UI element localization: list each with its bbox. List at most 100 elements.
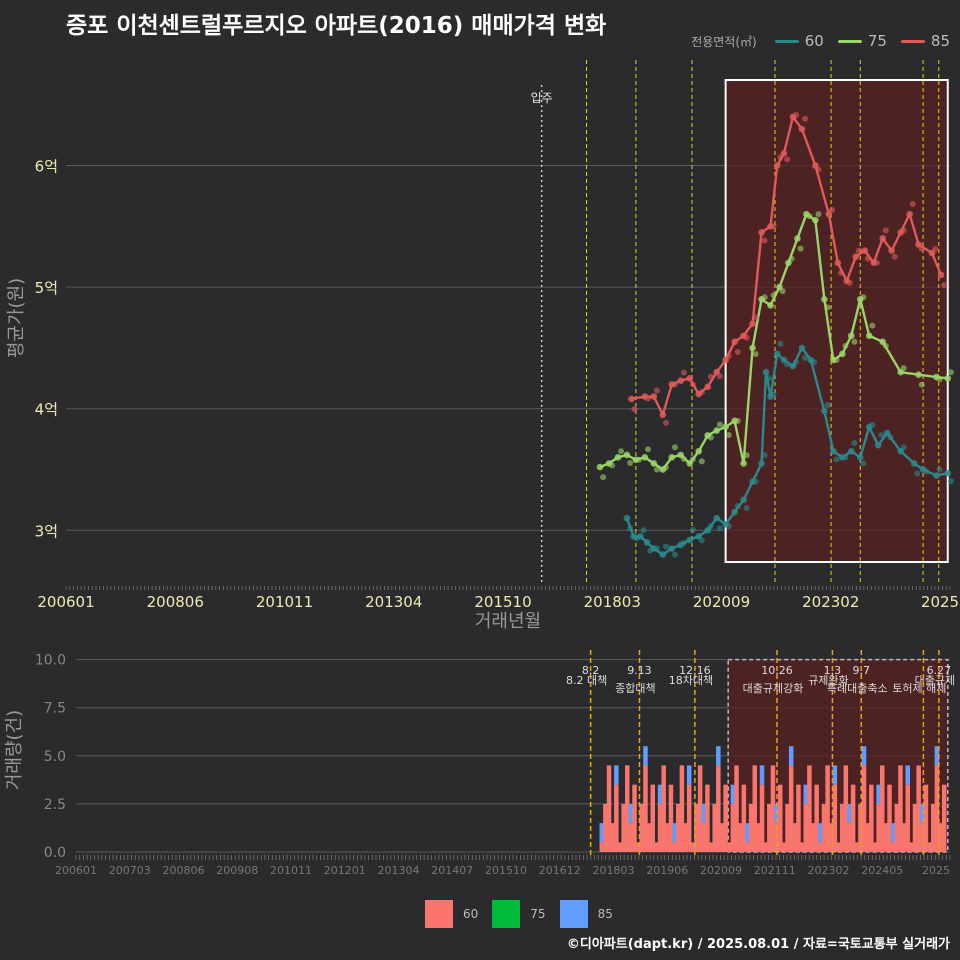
y-tick-label: 4억 xyxy=(35,401,58,419)
scatter-point-75 xyxy=(900,365,907,372)
scatter-point-75 xyxy=(653,466,660,473)
point-85 xyxy=(628,395,635,403)
point-75 xyxy=(749,344,756,352)
point-75 xyxy=(847,332,855,340)
volume-bar-60 xyxy=(727,842,732,852)
scatter-point-60 xyxy=(689,526,696,533)
scatter-point-85 xyxy=(662,419,669,426)
footer-credit: ©디아파트(dapt.kr) / 2025.08.01 / 자료=국토교통부 실… xyxy=(566,937,950,952)
scatter-point-75 xyxy=(680,455,687,462)
x-tick-label: 2025 xyxy=(921,593,959,611)
volume-bar-60 xyxy=(690,842,696,852)
scatter-point-85 xyxy=(837,269,844,276)
policy-date-label: 9.13 xyxy=(627,664,652,677)
scatter-point-75 xyxy=(600,474,607,481)
volume-bar-60 xyxy=(716,765,721,852)
point-60 xyxy=(762,368,770,376)
point-85 xyxy=(659,411,667,419)
scatter-point-75 xyxy=(824,304,831,311)
point-75 xyxy=(722,423,729,431)
point-85 xyxy=(686,374,694,382)
policy-date-label: 8.2 xyxy=(582,664,600,677)
volume-bar-60 xyxy=(665,823,670,852)
policy-date-label: 12.16 xyxy=(679,664,711,677)
scatter-point-85 xyxy=(882,227,889,234)
volume-bar-85 xyxy=(934,746,940,766)
vol-x-tick-label: 201407 xyxy=(431,864,473,877)
volume-bar-60 xyxy=(712,803,717,852)
volume-bar-60 xyxy=(887,784,892,852)
highlight-box xyxy=(724,79,949,563)
scatter-point-75 xyxy=(689,456,696,463)
legend-swatch-75 xyxy=(837,39,862,43)
volume-bar-60 xyxy=(778,784,783,852)
point-75 xyxy=(596,463,604,471)
scatter-point-85 xyxy=(846,280,853,287)
vol-x-tick-label: 201011 xyxy=(270,864,312,877)
scatter-point-85 xyxy=(828,207,835,214)
y-tick-label: 3억 xyxy=(35,522,58,540)
policy-text-label: 규제완화 xyxy=(808,674,848,687)
scatter-point-75 xyxy=(707,434,714,441)
policy-text-label: 대출규제강화 xyxy=(743,682,804,695)
point-85 xyxy=(758,229,765,236)
volume-bar-85 xyxy=(701,803,707,824)
volume-bar-60 xyxy=(883,823,889,852)
volume-bar-60 xyxy=(941,784,947,852)
scatter-point-85 xyxy=(815,166,822,173)
volume-legend-label-85: 85 xyxy=(597,907,613,921)
volume-bar-60 xyxy=(792,823,798,852)
volume-bar-60 xyxy=(861,765,867,852)
volume-bar-60 xyxy=(683,823,688,852)
scatter-point-85 xyxy=(891,253,898,260)
scatter-point-60 xyxy=(878,432,885,439)
volume-bar-60 xyxy=(836,842,841,852)
volume-bar-60 xyxy=(930,803,936,852)
scatter-point-60 xyxy=(923,468,930,475)
volume-bar-85 xyxy=(643,746,648,766)
scatter-point-60 xyxy=(811,359,818,366)
scatter-point-75 xyxy=(851,338,858,345)
scatter-point-85 xyxy=(631,406,638,413)
volume-chart: 0.0 2.5 5.0 7.5 10.0 8.28.2 대책 9.13 종합대책 12.1618… xyxy=(4,650,955,877)
x-tick-label: 200806 xyxy=(147,593,204,611)
point-60 xyxy=(659,551,667,558)
volume-bar-60 xyxy=(610,823,615,852)
x-axis-label: 거래년월 xyxy=(475,611,541,632)
scatter-point-75 xyxy=(779,288,786,295)
volume-bar-60 xyxy=(646,823,652,852)
scatter-point-85 xyxy=(909,201,916,208)
volume-bar-60 xyxy=(905,784,910,852)
vol-x-tick-label: 201510 xyxy=(485,864,527,877)
volume-bar-60 xyxy=(788,765,794,852)
point-60 xyxy=(773,350,781,358)
scatter-point-75 xyxy=(842,342,849,349)
legend-swatch-85 xyxy=(900,39,925,43)
volume-bar-60 xyxy=(934,765,940,852)
vol-y-tick-label: 5.0 xyxy=(44,749,66,765)
scatter-point-60 xyxy=(766,375,773,382)
scatter-point-60 xyxy=(627,525,634,532)
volume-legend-swatch-75 xyxy=(492,900,521,928)
legend-label-85: 85 xyxy=(930,32,950,50)
scatter-point-60 xyxy=(914,470,921,477)
volume-bar-60 xyxy=(916,765,921,852)
volume-bar-60 xyxy=(850,784,856,852)
point-60 xyxy=(874,441,882,449)
volume-bar-60 xyxy=(694,803,699,852)
volume-bar-60 xyxy=(661,765,666,852)
volume-bar-60 xyxy=(628,823,634,852)
scatter-point-85 xyxy=(680,369,687,376)
point-75 xyxy=(794,235,801,242)
volume-bar-60 xyxy=(686,784,692,852)
volume-bar-85 xyxy=(759,765,765,785)
volume-bar-60 xyxy=(879,765,885,852)
point-60 xyxy=(731,508,738,516)
scatter-point-75 xyxy=(761,294,768,301)
volume-bar-60 xyxy=(854,842,859,852)
volume-bar-60 xyxy=(825,765,830,852)
volume-bar-85 xyxy=(657,784,663,804)
volume-bar-60 xyxy=(635,842,641,852)
point-60 xyxy=(713,514,720,522)
scatter-point-75 xyxy=(882,342,889,349)
